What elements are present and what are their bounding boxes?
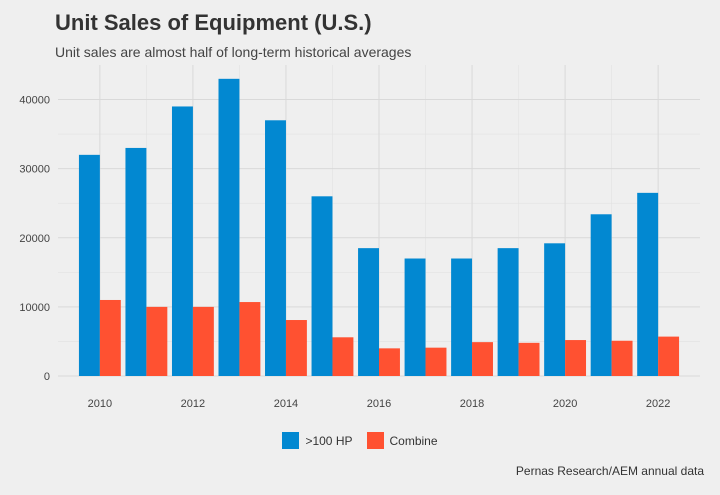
x-tick-label: 2010	[88, 398, 112, 410]
x-tick-label: 2012	[181, 398, 205, 410]
y-tick-label: 40000	[19, 95, 50, 107]
bar-hp-2020	[544, 243, 566, 376]
bar-hp-2016	[358, 248, 379, 376]
bar-hp-2010	[78, 154, 100, 376]
bar-combine-2021	[611, 340, 633, 376]
bar-combine-2010	[99, 299, 121, 376]
x-tick-label: 2022	[646, 398, 670, 410]
bar-hp-2014	[265, 120, 286, 377]
bar-hp-2015	[311, 196, 333, 376]
chart-legend: >100 HP Combine	[0, 432, 720, 449]
chart-title: Unit Sales of Equipment (U.S.)	[55, 10, 372, 35]
y-tick-label: 0	[44, 371, 50, 383]
bar-hp-2018	[451, 258, 473, 376]
bar-hp-2022	[637, 192, 659, 376]
legend-item-combine: Combine	[366, 432, 438, 449]
legend-item-hp: >100 HP	[282, 432, 353, 449]
bar-combine-2020	[565, 340, 587, 376]
bar-combine-2011	[146, 306, 168, 376]
legend-label-hp: >100 HP	[305, 433, 353, 448]
legend-swatch-combine	[366, 432, 384, 449]
bar-combine-2012	[192, 306, 214, 376]
bar-hp-2021	[590, 214, 612, 376]
bar-combine-2022	[658, 336, 680, 376]
bar-hp-2013	[218, 78, 240, 377]
bar-hp-2019	[497, 248, 519, 376]
x-tick-label: 2020	[553, 398, 577, 410]
bar-combine-2015	[332, 337, 354, 376]
legend-swatch-hp	[282, 432, 300, 449]
bar-combine-2017	[425, 347, 447, 376]
chart-subtitle: Unit sales are almost half of long-term …	[55, 44, 412, 60]
y-tick-label: 30000	[19, 164, 50, 176]
x-tick-label: 2018	[460, 398, 484, 410]
bar-combine-2016	[379, 348, 400, 376]
x-tick-label: 2016	[367, 398, 391, 410]
bar-combine-2014	[285, 320, 307, 376]
bar-hp-2012	[171, 106, 193, 376]
bar-combine-2018	[472, 342, 493, 376]
y-tick-label: 20000	[19, 233, 50, 245]
bar-combine-2013	[239, 302, 261, 376]
bar-hp-2011	[125, 147, 147, 376]
legend-label-combine: Combine	[389, 433, 438, 448]
bar-combine-2019	[518, 342, 540, 376]
bar-hp-2017	[404, 258, 426, 376]
y-tick-label: 10000	[19, 302, 50, 314]
chart-caption: Pernas Research/AEM annual data	[515, 464, 704, 478]
x-tick-label: 2014	[274, 398, 298, 410]
